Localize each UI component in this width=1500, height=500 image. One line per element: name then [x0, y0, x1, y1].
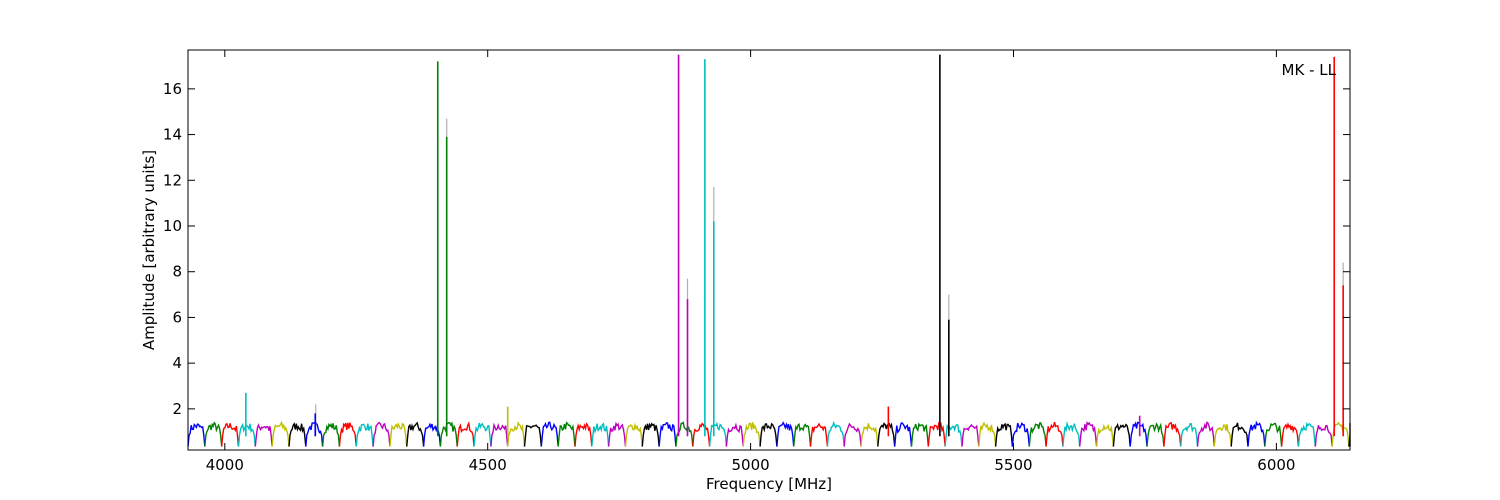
- spectrum-channel-line: [305, 422, 324, 447]
- spectrum-channel-line: [961, 423, 980, 447]
- y-tick-label: 16: [163, 80, 182, 98]
- spectrum-channel-line: [187, 423, 206, 447]
- spectrum-channel-line: [1163, 421, 1182, 447]
- spectrum-channel-line: [355, 423, 374, 447]
- baseline-annotation: MK - LL: [1282, 61, 1337, 79]
- spectrum-channel-line: [1196, 421, 1215, 447]
- spectrum-channel-line: [321, 422, 341, 447]
- spectrum-channel-line: [1062, 421, 1081, 447]
- y-tick-label: 4: [172, 354, 182, 372]
- spectrum-channel-line: [288, 422, 307, 447]
- spectrum-channel-line: [406, 421, 425, 447]
- x-axis-label: Frequency [MHz]: [706, 475, 832, 493]
- spectrum-channel-line: [742, 422, 761, 447]
- x-tick-label: 5500: [994, 456, 1032, 474]
- spectrum-channel-line: [1028, 422, 1047, 447]
- y-tick-label: 6: [172, 308, 182, 326]
- spectrum-channel-line: [557, 421, 576, 447]
- spectrum-channel-line: [725, 422, 744, 447]
- spectrum-channel-line: [389, 422, 408, 447]
- spectrum-channel-line: [1180, 422, 1199, 447]
- spectrum-channel-line: [204, 421, 223, 447]
- spectrum-channel-line: [877, 422, 896, 447]
- spectrum-channel-line: [456, 421, 475, 447]
- spectrum-channel-line: [490, 422, 509, 447]
- spectrum-channel-line: [1314, 424, 1333, 447]
- spectrum-channel-line: [624, 422, 643, 447]
- spectrum-channel-line: [540, 421, 559, 447]
- spectrum-channel-line: [591, 422, 610, 447]
- spectrum-channel-line: [692, 422, 711, 447]
- spectrum-channel-line: [1146, 422, 1165, 447]
- y-axis-label: Amplitude [arbitrary units]: [140, 150, 158, 350]
- spectrum-channel-line: [221, 422, 240, 447]
- x-tick-label: 4500: [469, 456, 507, 474]
- y-tick-label: 12: [163, 171, 182, 189]
- spectrum-channel-line: [1095, 423, 1115, 447]
- spectrum-channel-line: [894, 421, 913, 447]
- spectrum-channel-line: [473, 422, 492, 447]
- spectrum-channel-line: [1297, 421, 1316, 447]
- spectrum-channel-line: [843, 422, 862, 447]
- spectrum-channel-line: [338, 422, 357, 447]
- spectrum-channel-line: [994, 422, 1014, 447]
- spectrum-channel-line: [641, 422, 660, 447]
- spectrum-channel-line: [1264, 422, 1283, 447]
- spectrum-channel-line: [607, 421, 627, 447]
- spectrum-channel-line: [658, 421, 677, 447]
- spectrum-channel-line: [574, 422, 593, 447]
- spectrum-channel-line: [1112, 422, 1131, 447]
- spectrum-channel-line: [776, 421, 795, 447]
- spike-series-group: [245, 54, 1344, 437]
- x-tick-label: 4000: [206, 456, 244, 474]
- y-axis-ticks: 2 4 6 8 10 12 14 16: [163, 80, 1350, 418]
- spectrum-channel-line: [759, 422, 778, 447]
- spectrum-channel-line: [944, 423, 963, 447]
- x-tick-label: 6000: [1257, 456, 1295, 474]
- spectrum-channel-line: [523, 424, 542, 447]
- spectrum-channel-line: [910, 422, 929, 447]
- y-tick-label: 8: [172, 263, 182, 281]
- spectrum-series-group: [187, 420, 1351, 447]
- spectrum-channel-line: [507, 421, 526, 447]
- plot-frame: [187, 49, 1351, 451]
- x-axis-ticks: 4000 4500 5000 5500 6000: [206, 50, 1295, 474]
- spectrum-channel-line: [1011, 422, 1030, 447]
- spectrum-channel-line: [1213, 424, 1232, 447]
- spectrum-channel-line: [1079, 421, 1098, 447]
- x-tick-label: 5000: [732, 456, 770, 474]
- spectrum-channel-line: [978, 421, 997, 447]
- spectrum-channel-line: [1129, 421, 1148, 447]
- spectrum-channel-line: [254, 423, 273, 447]
- y-tick-label: 14: [163, 126, 182, 144]
- spectrum-channel-line: [1280, 422, 1300, 447]
- spectrum-channel-line: [927, 421, 946, 447]
- spectrum-channel-line: [372, 422, 391, 447]
- spectrum-channel-line: [1247, 420, 1266, 447]
- spectrum-channel-line: [237, 422, 256, 447]
- spectrum-channel-line: [271, 420, 290, 447]
- spectrum-channel-line: [793, 422, 812, 447]
- spectrum-channel-line: [1045, 421, 1064, 447]
- spectrum-channel-line: [809, 422, 829, 447]
- y-tick-label: 10: [163, 217, 182, 235]
- spectrum-channel-line: [860, 423, 879, 447]
- spectrum-channel-line: [439, 421, 458, 447]
- spectrum-channel-line: [1230, 422, 1249, 447]
- spectrum-channel-line: [708, 421, 728, 447]
- spectrum-channel-line: [826, 420, 845, 447]
- y-tick-label: 2: [172, 400, 182, 418]
